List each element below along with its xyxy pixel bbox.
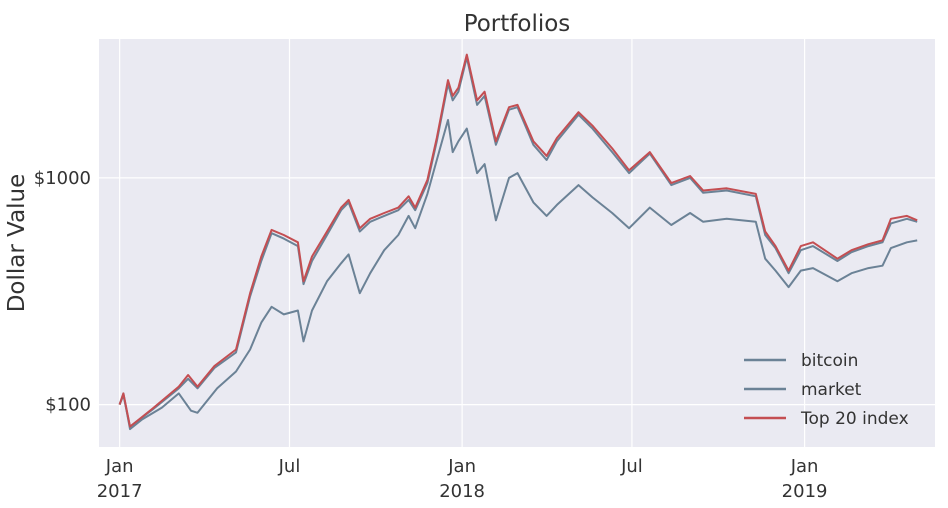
legend: bitcoin market Top 20 index [744,351,909,429]
x-tick-label: Jan [105,456,134,477]
legend-label: market [801,380,862,400]
grid [99,39,935,447]
y-tick-label: $100 [45,395,91,416]
x-tick-label: Jul [620,456,643,477]
y-tick-labels: $100 $1000 [34,168,91,416]
x-tick-labels: Jan 2017 Jul Jan 2018 Jul Jan 2019 [97,456,828,502]
x-tick-label: Jan [790,456,819,477]
series-line-2 [118,53,918,428]
y-axis-label: Dollar Value [4,174,30,313]
series-line-0 [118,119,918,431]
chart-title: Portfolios [464,11,571,37]
x-tick-year-label: 2019 [782,481,828,502]
x-tick-label: Jul [278,456,301,477]
x-tick-label: Jan [447,456,476,477]
series-lines [118,53,918,431]
x-tick-year-label: 2018 [439,481,485,502]
legend-label: Top 20 index [800,409,909,429]
legend-label: bitcoin [801,351,858,371]
x-tick-year-label: 2017 [97,481,143,502]
y-tick-label: $1000 [34,168,91,189]
